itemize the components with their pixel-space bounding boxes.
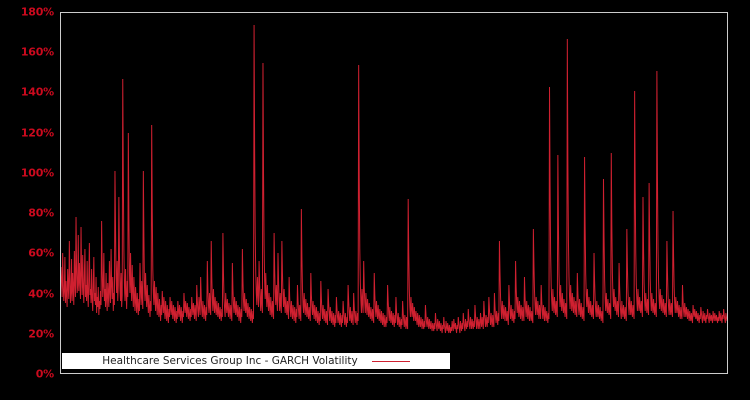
legend-series-name: Healthcare Services Group Inc - GARCH Vo…: [102, 355, 358, 367]
plot-area: [60, 12, 728, 374]
y-axis-tick-label: 180%: [20, 5, 54, 19]
y-axis-tick-label: 40%: [28, 287, 54, 301]
y-axis: 0% 20% 40% 60% 80% 100% 120% 140% 160% 180%: [0, 0, 60, 400]
y-axis-tick-label: 120%: [20, 126, 54, 140]
y-axis-tick-label: 60%: [28, 246, 54, 260]
legend-label: Healthcare Services Group Inc - GARCH Vo…: [102, 355, 410, 367]
volatility-line: [61, 25, 727, 334]
legend: Healthcare Services Group Inc - GARCH Vo…: [62, 353, 450, 369]
y-axis-tick-label: 100%: [20, 166, 54, 180]
y-axis-tick-label: 80%: [28, 206, 54, 220]
legend-line-sample: [371, 360, 410, 362]
y-axis-tick-label: 160%: [20, 45, 54, 59]
volatility-series: [61, 25, 727, 334]
y-axis-tick-label: 20%: [28, 327, 54, 341]
y-axis-tick-label: 0%: [35, 367, 54, 381]
y-axis-tick-label: 140%: [20, 85, 54, 99]
